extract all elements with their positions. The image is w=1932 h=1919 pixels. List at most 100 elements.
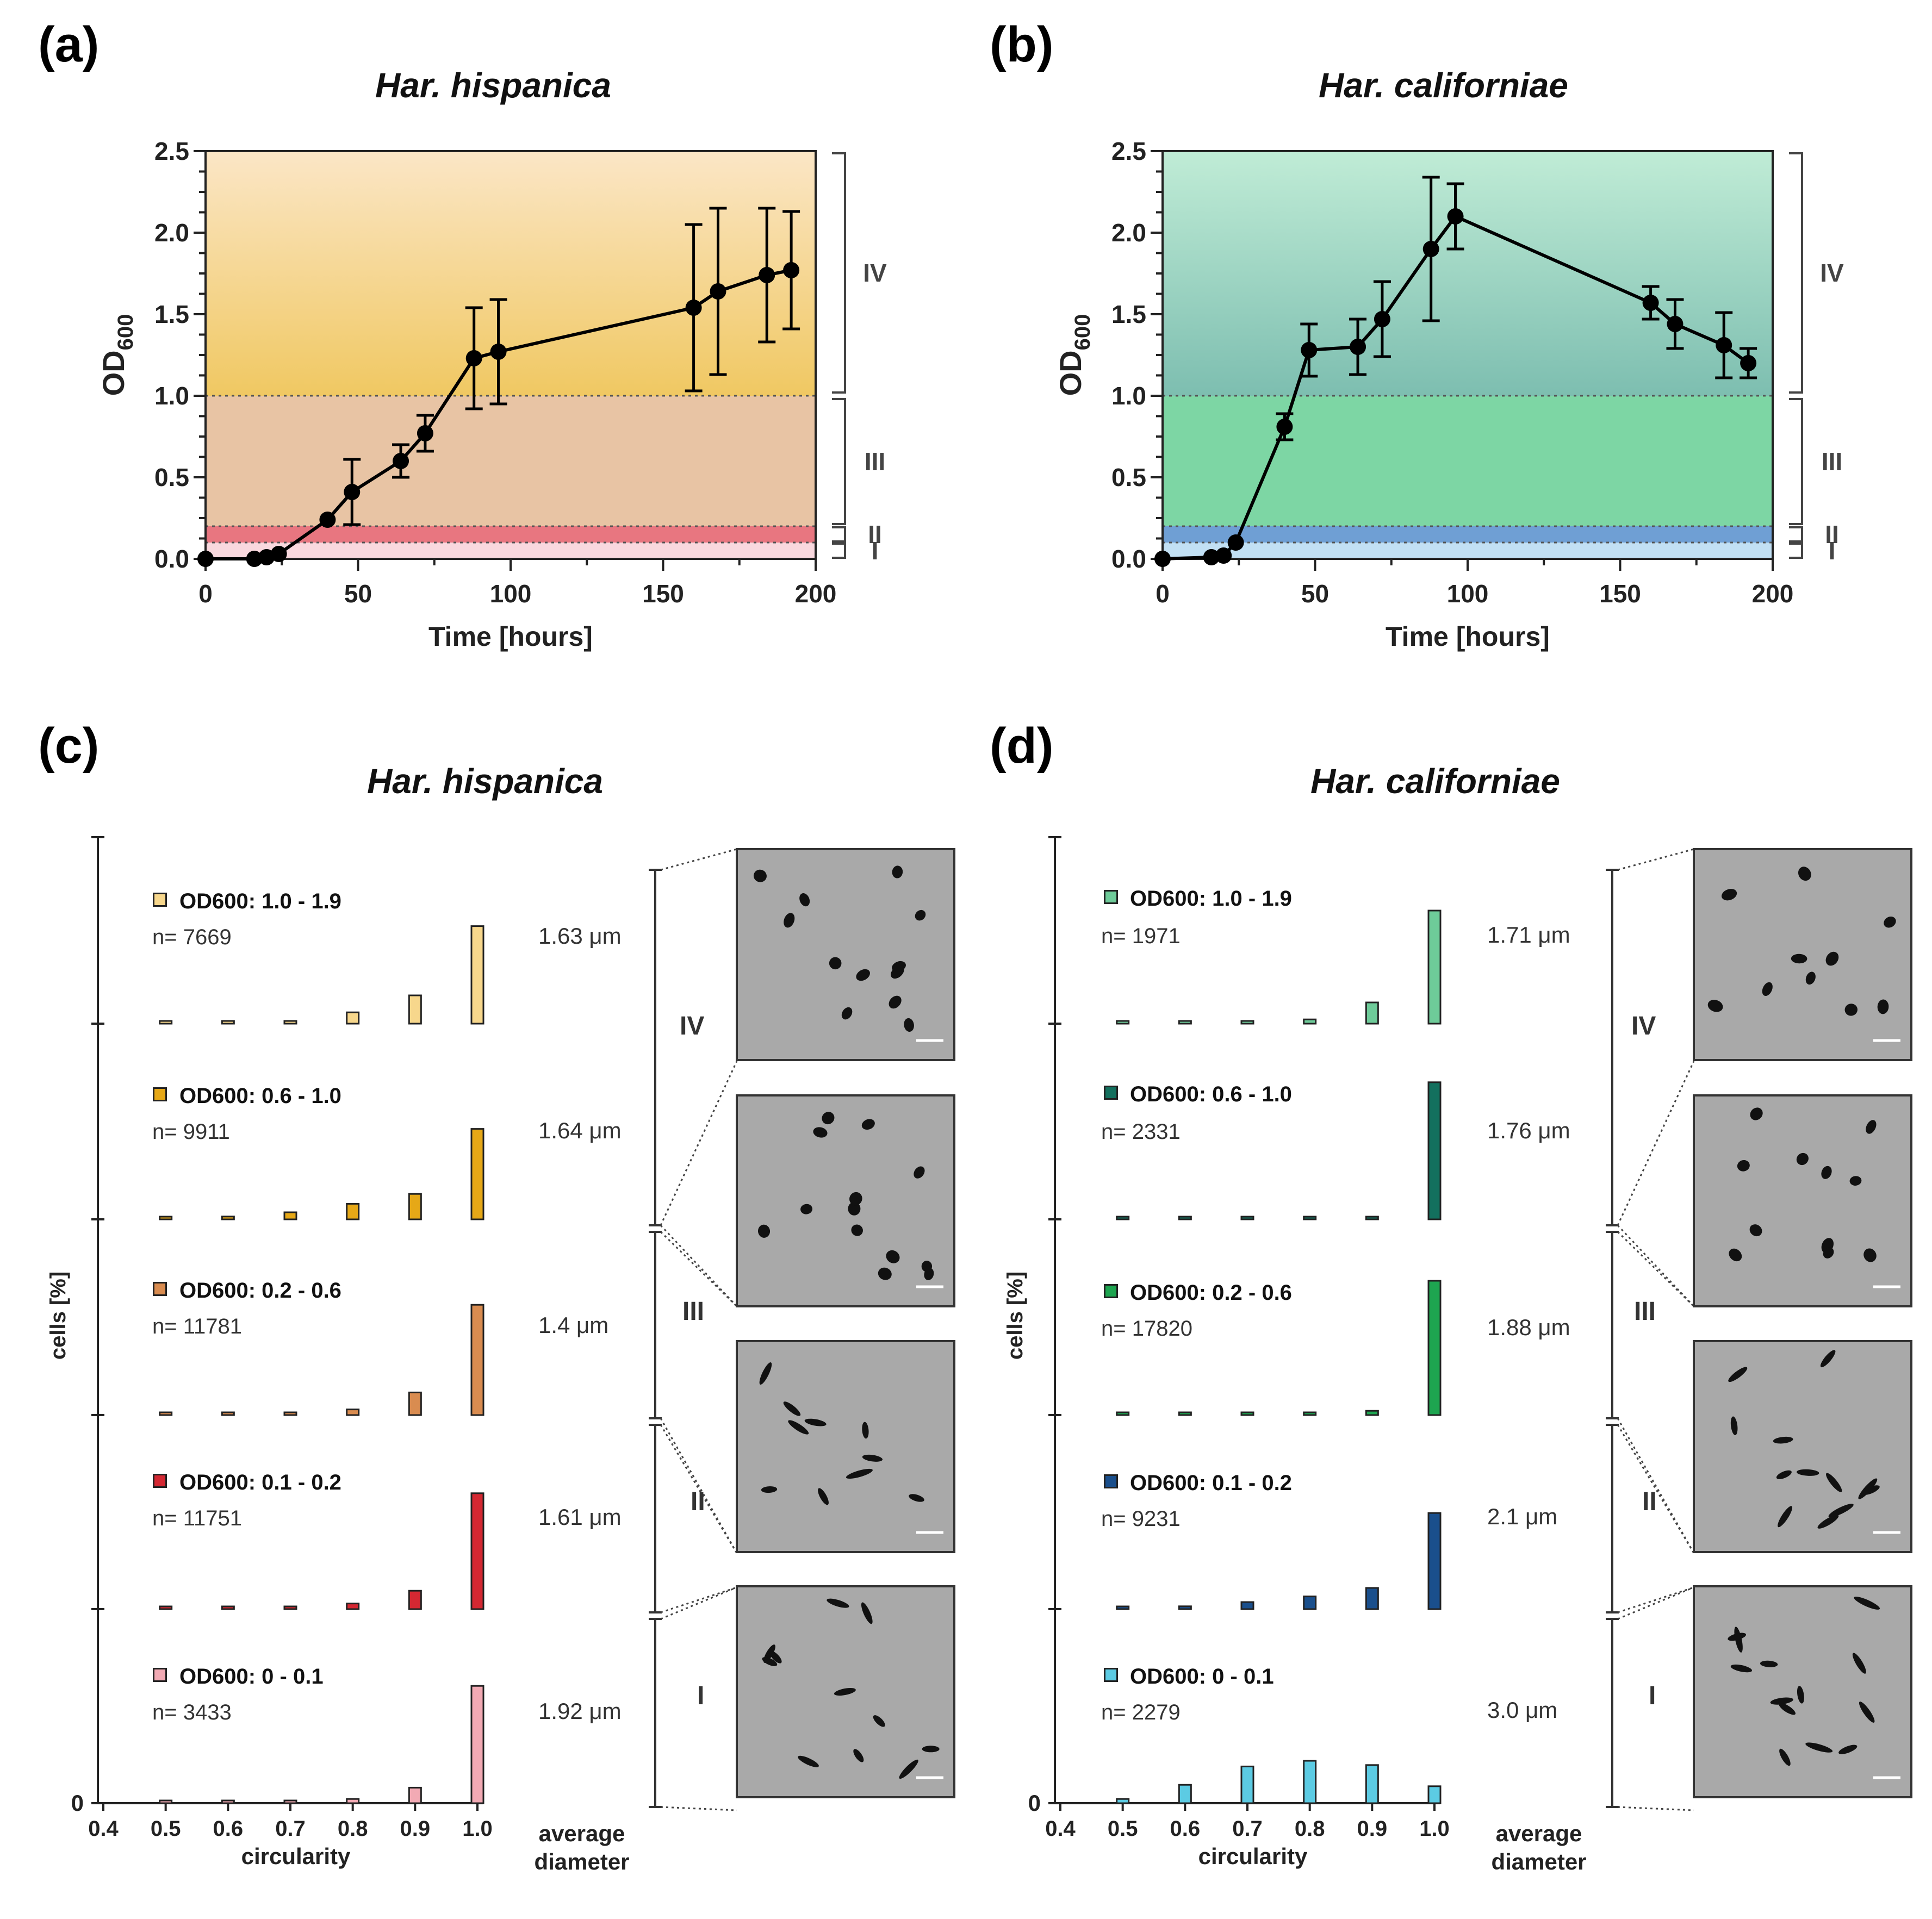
bar [1365, 1001, 1379, 1025]
bar [1303, 1596, 1317, 1610]
y-tick-label: 0.5 [1111, 463, 1146, 491]
cell [834, 1687, 856, 1696]
cell [861, 1119, 875, 1130]
data-point [1350, 339, 1366, 355]
legend-label: OD600: 0.2 - 0.6 [179, 1279, 341, 1303]
panel-c-title: Har. hispanica [367, 762, 603, 801]
y-tick-label: 1.5 [154, 300, 189, 328]
legend-swatch [153, 1668, 167, 1682]
x-tick-label: 0.7 [275, 1817, 306, 1841]
phase-i-band [1163, 543, 1773, 559]
cell [827, 1598, 849, 1608]
data-point [1716, 337, 1732, 353]
legend-swatch [1104, 1668, 1118, 1682]
growth-chart-californiae: 0.0 0.5 1.0 1.5 2.0 2.5 0 50 100 150 200 Time [hour… [1053, 137, 1844, 652]
x-tick-label: 0.5 [1108, 1817, 1138, 1841]
phase-i-label: I [1829, 537, 1836, 565]
cell [886, 1250, 900, 1263]
y-tick-label: 1.0 [154, 382, 189, 410]
cell [1825, 951, 1839, 966]
cell [829, 957, 842, 970]
cell [818, 1488, 829, 1505]
bar [470, 925, 484, 1025]
y-tick-label: 0.5 [154, 463, 189, 491]
bar [1303, 1411, 1317, 1416]
x-tick-label: 0 [198, 580, 213, 608]
cell [914, 1166, 925, 1179]
cell [1779, 1703, 1796, 1715]
phase-iv-band [206, 151, 816, 396]
bar [346, 1011, 360, 1025]
cell [841, 1007, 853, 1020]
data-point [246, 551, 263, 567]
average-diameter-value: 1.64 μm [538, 1118, 622, 1143]
phase-ii-bracket [832, 526, 846, 543]
x-tick-label: 0 [1156, 580, 1170, 608]
cell [1730, 1416, 1738, 1436]
cell [922, 1746, 940, 1753]
x-tick-label: 50 [1301, 580, 1329, 608]
cell [861, 1602, 873, 1624]
legend-count: n= 11781 [152, 1314, 242, 1338]
bar [470, 1492, 484, 1610]
cell [1730, 1664, 1753, 1673]
connector-line [1617, 1586, 1694, 1613]
connector-line [660, 1806, 737, 1811]
data-point [1227, 534, 1244, 551]
phase-label-iii: III [1634, 1297, 1656, 1326]
x-tick-label: 0.8 [338, 1817, 368, 1841]
cell [892, 961, 906, 972]
connector-line [1617, 1806, 1694, 1811]
bar [1116, 1411, 1130, 1416]
bar [1365, 1410, 1379, 1416]
y-axis-label: OD600 [1053, 314, 1095, 396]
legend-swatch [1104, 1284, 1118, 1298]
phase-iii-band [1163, 396, 1773, 526]
legend-label: OD600: 0.1 - 0.2 [1130, 1471, 1292, 1495]
data-point [490, 344, 507, 360]
bar [1303, 1018, 1317, 1025]
connector-line [1617, 1231, 1695, 1307]
micrograph [1693, 1340, 1912, 1553]
cell [813, 1127, 828, 1138]
cell [1773, 1436, 1793, 1444]
cell [762, 1657, 778, 1666]
bar [346, 1203, 360, 1220]
average-diameter-value: 1.92 μm [538, 1698, 622, 1724]
cell [759, 1362, 772, 1385]
phase-i-band [206, 543, 816, 559]
legend-label: OD600: 0.2 - 0.6 [1130, 1281, 1292, 1305]
bar [1178, 1784, 1192, 1804]
bar [408, 1193, 422, 1220]
y-zero-label: 0 [71, 1790, 84, 1816]
circularity-chart-hispanica: 0 cells [%] 0.4 0.5 0.6 0.7 0.8 0.9 1.0 circulari… [46, 836, 955, 1874]
phase-iii-band [206, 396, 816, 526]
y-axis-label: cells [%] [46, 1272, 70, 1360]
legend-count: n= 9231 [1101, 1507, 1181, 1531]
phase-label-ii: II [1642, 1487, 1657, 1516]
legend-swatch [153, 1282, 167, 1296]
average-diameter-label: diameter [534, 1849, 629, 1874]
bar [1240, 1216, 1254, 1220]
bar [283, 1211, 297, 1220]
connector-line [1617, 1224, 1695, 1307]
connector-line [660, 1231, 738, 1307]
panel-a-title: Har. hispanica [375, 66, 611, 105]
bar [1427, 1081, 1442, 1220]
cell [1734, 1627, 1743, 1653]
legend-count: n= 7669 [152, 925, 232, 949]
cell [1805, 971, 1816, 985]
bar [408, 994, 422, 1025]
cell [1817, 1515, 1839, 1529]
data-point [344, 484, 361, 500]
bar [221, 1216, 235, 1220]
cell [1722, 889, 1737, 901]
bar [1365, 1216, 1379, 1220]
x-tick-label: 0.6 [1170, 1817, 1201, 1841]
legend-swatch [153, 1474, 167, 1488]
panel-label-d: (d) [990, 718, 1054, 774]
cell [1884, 916, 1896, 928]
cell [1877, 999, 1889, 1014]
data-point [465, 350, 482, 366]
